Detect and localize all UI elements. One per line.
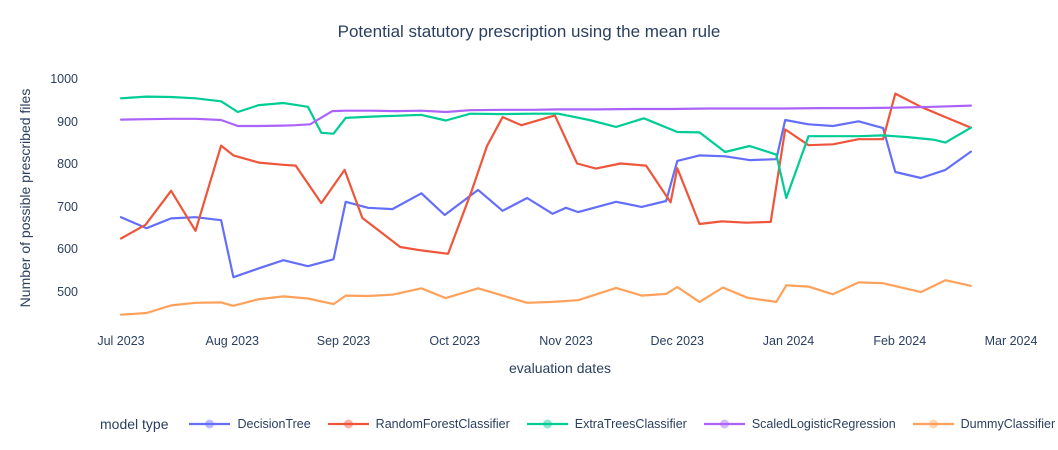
- chart-title: Potential statutory prescription using t…: [337, 22, 721, 41]
- legend-item-label: ScaledLogisticRegression: [751, 417, 896, 431]
- series-line-DummyClassifier[interactable]: [119, 279, 973, 316]
- legend-swatch-icon: [703, 419, 745, 429]
- y-tick-label: 600: [57, 242, 78, 257]
- x-tick-label: Aug 2023: [205, 334, 260, 348]
- legend-swatch-icon: [189, 419, 231, 429]
- y-tick-label: 500: [57, 285, 78, 299]
- y-tick-label: 800: [57, 157, 78, 172]
- x-tick-label: Sep 2023: [316, 334, 371, 348]
- legend-swatch-icon: [912, 419, 954, 429]
- legend-item-label: ExtraTreesClassifier: [574, 417, 687, 431]
- series-line-RandomForestClassifier[interactable]: [119, 92, 973, 255]
- legend-item-label: DecisionTree: [237, 417, 311, 431]
- legend-swatch-icon: [327, 419, 369, 429]
- legend-item-label: DummyClassifier: [960, 417, 1056, 431]
- legend-item-ExtraTreesClassifier[interactable]: ExtraTreesClassifier: [526, 417, 687, 431]
- x-tick-label: Mar 2024: [984, 334, 1038, 348]
- y-tick-label: 1000: [50, 72, 78, 86]
- legend-item-RandomForestClassifier[interactable]: RandomForestClassifier: [327, 417, 510, 431]
- x-tick-label: Jan 2024: [762, 334, 815, 348]
- series-line-ScaledLogisticRegression[interactable]: [119, 104, 973, 128]
- x-tick-label: Dec 2023: [650, 334, 704, 348]
- x-tick-label: Jul 2023: [97, 334, 145, 348]
- legend-title: model type: [100, 416, 169, 432]
- x-tick-label: Feb 2024: [873, 334, 927, 348]
- x-tick-label: Nov 2023: [539, 334, 593, 348]
- x-tick-label: Oct 2023: [429, 334, 481, 348]
- legend-item-label: RandomForestClassifier: [375, 417, 510, 431]
- legend-item-ScaledLogisticRegression[interactable]: ScaledLogisticRegression: [703, 417, 896, 431]
- series-line-DecisionTree[interactable]: [119, 118, 973, 279]
- legend-item-DecisionTree[interactable]: DecisionTree: [188, 417, 311, 431]
- y-tick-label: 900: [57, 114, 78, 129]
- legend-item-DummyClassifier[interactable]: DummyClassifier: [912, 417, 1055, 431]
- x-axis-title: evaluation dates: [509, 360, 611, 376]
- y-tick-label: 700: [57, 199, 78, 214]
- series-line-ExtraTreesClassifier[interactable]: [119, 95, 973, 200]
- legend: model type DecisionTree RandomForestClass…: [100, 413, 1055, 435]
- legend-swatch-icon: [526, 419, 568, 429]
